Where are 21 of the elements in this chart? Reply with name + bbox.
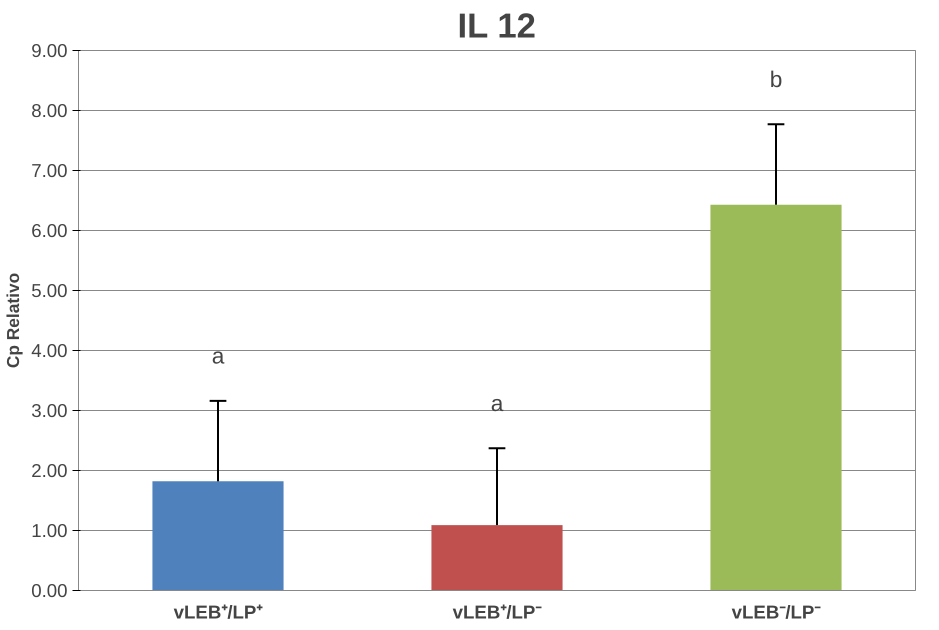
y-tick-label: 2.00	[31, 460, 68, 481]
bar	[431, 525, 563, 590]
annotation: a	[490, 390, 504, 416]
y-axis-title: Cp Relativo	[3, 272, 24, 368]
annotation: a	[212, 342, 225, 368]
y-tick-label: 8.00	[31, 100, 68, 121]
x-tick-label: vLEB⁺/LP⁺	[174, 602, 264, 622]
y-tick-label: 0.00	[31, 580, 68, 601]
y-tick-label: 9.00	[31, 40, 68, 61]
x-tick-label: vLEB⁺/LP⁻	[452, 602, 542, 622]
chart-title: IL 12	[458, 8, 536, 46]
annotation: b	[770, 66, 782, 92]
y-tick-label: 4.00	[31, 340, 68, 361]
y-tick-label: 1.00	[31, 520, 68, 541]
y-tick-label: 6.00	[31, 220, 68, 241]
y-tick-label: 7.00	[31, 160, 68, 181]
y-tick-label: 5.00	[31, 280, 68, 301]
bar	[710, 204, 842, 590]
x-tick-label: vLEB⁻/LP⁻	[732, 602, 822, 622]
bar	[152, 481, 284, 590]
y-tick-label: 3.00	[31, 400, 68, 421]
